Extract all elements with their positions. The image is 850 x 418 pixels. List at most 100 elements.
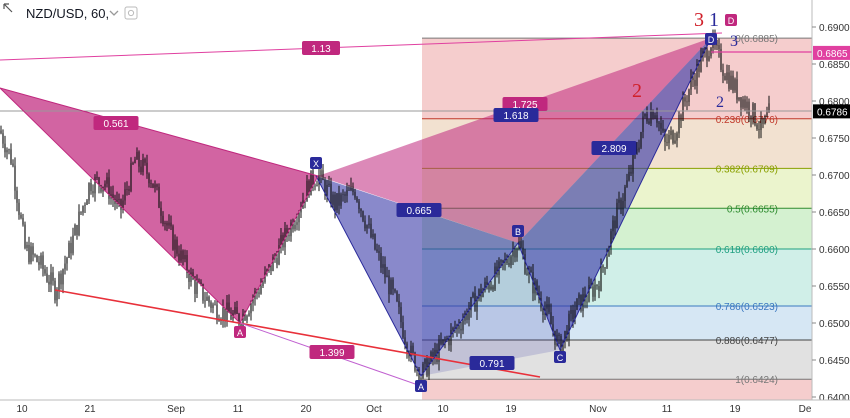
candle-body bbox=[600, 265, 602, 291]
candle-body bbox=[0, 130, 2, 134]
candle-body bbox=[86, 200, 88, 206]
candle-body bbox=[468, 310, 470, 320]
candle-body bbox=[206, 296, 208, 301]
candle-body bbox=[60, 273, 62, 285]
candle-body bbox=[66, 257, 68, 264]
candle-body bbox=[184, 255, 186, 260]
candle-body bbox=[768, 103, 770, 113]
candle-body bbox=[266, 269, 268, 273]
drawing-tool-icon[interactable] bbox=[3, 3, 13, 13]
candle-body bbox=[664, 130, 666, 143]
candle-body bbox=[70, 242, 72, 254]
candle-body bbox=[46, 273, 48, 282]
candle-body bbox=[486, 281, 488, 285]
candle-body bbox=[620, 199, 622, 210]
candle-body bbox=[638, 147, 640, 151]
candle-body bbox=[432, 351, 434, 359]
ratio-label-box bbox=[493, 108, 539, 122]
candle-body bbox=[28, 244, 30, 263]
price-tick-label: 0.6650 bbox=[819, 208, 850, 219]
fib-level-label: 0.618(0.6600) bbox=[716, 245, 778, 256]
price-tick-label: 0.6850 bbox=[819, 60, 850, 71]
candle-body bbox=[568, 313, 570, 340]
candle-body bbox=[744, 99, 746, 108]
candle-body bbox=[402, 322, 404, 338]
gear-icon[interactable] bbox=[124, 6, 138, 20]
candle-body bbox=[168, 222, 170, 226]
candle-body bbox=[678, 115, 680, 134]
candle-body bbox=[540, 298, 542, 309]
candle-body bbox=[618, 199, 620, 203]
candle-body bbox=[130, 163, 132, 191]
candle-body bbox=[286, 228, 288, 235]
candle-body bbox=[216, 304, 218, 321]
price-label: 0.6865 bbox=[817, 49, 848, 60]
candle-body bbox=[614, 220, 616, 229]
candle-body bbox=[194, 279, 196, 294]
candle-body bbox=[750, 115, 752, 120]
candle-body bbox=[192, 272, 194, 280]
pattern-point-box-a bbox=[415, 380, 427, 392]
candle-body bbox=[338, 193, 340, 206]
candle-body bbox=[38, 261, 40, 265]
candle-body bbox=[684, 97, 686, 102]
candle-body bbox=[598, 286, 600, 291]
candle-body bbox=[100, 185, 102, 192]
candle-body bbox=[604, 267, 606, 269]
price-tick-label: 0.6450 bbox=[819, 356, 850, 367]
candle-body bbox=[692, 77, 694, 80]
ratio-label: 0.665 bbox=[406, 206, 431, 217]
candle-body bbox=[318, 175, 320, 185]
price-label: 0.6786 bbox=[817, 107, 848, 118]
candle-body bbox=[324, 180, 326, 196]
candle-body bbox=[122, 200, 124, 210]
candle-body bbox=[228, 302, 230, 313]
candle-body bbox=[674, 140, 676, 143]
candle-body bbox=[376, 249, 378, 252]
candle-body bbox=[646, 113, 648, 122]
candle-body bbox=[18, 202, 20, 215]
candle-body bbox=[446, 338, 448, 341]
chevron-down-icon[interactable] bbox=[109, 10, 119, 16]
candle-body bbox=[76, 225, 78, 235]
candle-body bbox=[610, 231, 612, 248]
candle-body bbox=[556, 334, 558, 345]
time-tick-label: 19 bbox=[505, 404, 517, 415]
candle-body bbox=[72, 235, 74, 254]
candle-body bbox=[616, 202, 618, 229]
candle-body bbox=[210, 302, 212, 309]
candle-body bbox=[214, 304, 216, 306]
candle-body bbox=[238, 313, 240, 325]
candle-body bbox=[96, 177, 98, 178]
candle-body bbox=[694, 79, 696, 86]
candle-body bbox=[50, 272, 52, 285]
candle-body bbox=[34, 254, 36, 256]
candle-body bbox=[448, 338, 450, 346]
candle-body bbox=[32, 246, 34, 255]
ratio-label: 1.399 bbox=[319, 348, 344, 359]
candle-body bbox=[158, 186, 160, 208]
pattern-point-box-b bbox=[512, 225, 524, 237]
candle-body bbox=[572, 309, 574, 320]
candle-body bbox=[270, 264, 272, 271]
candle-body bbox=[528, 270, 530, 275]
candle-body bbox=[310, 170, 312, 196]
candle-body bbox=[308, 180, 310, 196]
candle-body bbox=[288, 234, 290, 237]
candle-body bbox=[458, 325, 460, 329]
candle-body bbox=[174, 239, 176, 250]
candle-body bbox=[104, 183, 106, 187]
left-wing-edge bbox=[0, 87, 241, 324]
candle-body bbox=[242, 313, 244, 328]
candle-body bbox=[190, 272, 192, 282]
symbol-label[interactable]: NZD/USD, 60, bbox=[26, 6, 109, 21]
candle-body bbox=[52, 272, 54, 281]
candle-body bbox=[354, 191, 356, 198]
candle-body bbox=[382, 264, 384, 268]
candle-body bbox=[68, 242, 70, 258]
time-tick-label: 11 bbox=[662, 404, 673, 415]
candle-body bbox=[594, 284, 596, 297]
candle-body bbox=[466, 312, 468, 320]
